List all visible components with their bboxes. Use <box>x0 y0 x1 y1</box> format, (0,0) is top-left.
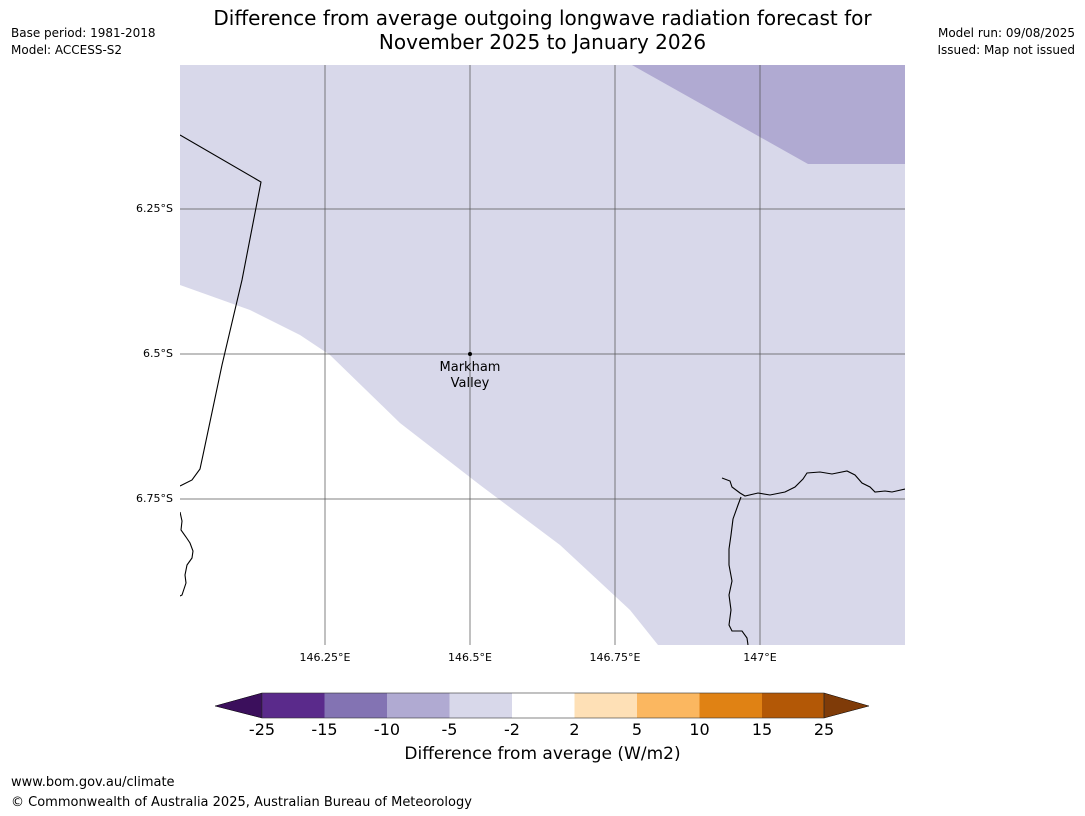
colorbar-bin <box>637 693 700 718</box>
colorbar-tick: 10 <box>689 720 710 739</box>
colorbar-outline <box>261 692 825 719</box>
model-run-text: Model run: 09/08/2025 <box>937 26 1075 40</box>
place-label-line-2: Valley <box>451 376 490 391</box>
coastlines <box>180 134 905 645</box>
colorbar-title: Difference from average (W/m2) <box>404 744 681 764</box>
title-line-1: Difference from average outgoing longwav… <box>213 6 872 30</box>
lat-label-6-5: 6.5°S <box>143 347 173 360</box>
region-minus-5-to-minus-10 <box>632 65 905 164</box>
copyright-text: © Commonwealth of Australia 2025, Austra… <box>11 795 472 810</box>
colorbar-tick: 5 <box>631 720 643 739</box>
colorbar-tick: -10 <box>373 720 401 739</box>
colorbar-bin <box>324 693 387 718</box>
colorbar-bin <box>449 693 512 718</box>
place-label-line-1: Markham <box>440 360 501 375</box>
colorbar-bin <box>512 693 575 718</box>
river-line <box>728 496 749 645</box>
lon-label-146-5: 146.5°E <box>448 651 492 664</box>
model-text: Model: ACCESS-S2 <box>11 43 123 57</box>
website-link[interactable]: www.bom.gov.au/climate <box>11 775 175 790</box>
border-line <box>180 134 262 487</box>
forecast-map[interactable]: Markham Valley <box>180 65 905 645</box>
colorbar <box>215 692 870 719</box>
colorbar-tick: -15 <box>311 720 338 739</box>
lon-label-146-75: 146.75°E <box>589 651 641 664</box>
region-minus-2-to-minus-5 <box>180 65 905 645</box>
colorbar-tick: -5 <box>441 720 458 739</box>
coastline-east <box>721 470 905 497</box>
metadata-left: Base period: 1981-2018 Model: ACCESS-S2 <box>11 25 156 59</box>
page-title: Difference from average outgoing longwav… <box>0 6 1085 54</box>
issued-text: Issued: Map not issued <box>937 43 1075 57</box>
colorbar-bin <box>387 693 450 718</box>
colorbar-bin <box>574 693 637 718</box>
lat-label-6-25: 6.25°S <box>136 202 173 215</box>
colorbar-dividers <box>261 692 825 719</box>
base-period-text: Base period: 1981-2018 <box>11 26 156 40</box>
markham-valley-marker[interactable] <box>468 352 472 356</box>
coastline-west <box>180 511 194 597</box>
colorbar-tick: 25 <box>813 720 835 739</box>
colorbar-tick: -2 <box>504 720 520 739</box>
colorbar-tick: 2 <box>569 720 580 739</box>
lon-label-146-25: 146.25°E <box>299 651 351 664</box>
metadata-right: Model run: 09/08/2025 Issued: Map not is… <box>937 25 1075 59</box>
colorbar-extend-above <box>823 692 870 719</box>
lat-label-6-75: 6.75°S <box>136 492 173 505</box>
colorbar-bin <box>762 693 824 718</box>
colorbar-bin <box>699 693 762 718</box>
lon-label-147: 147°E <box>743 651 777 664</box>
colorbar-tick: -25 <box>248 720 276 739</box>
colorbar-extend-below <box>215 692 263 719</box>
colorbar-bin <box>262 693 325 718</box>
title-line-2: November 2025 to January 2026 <box>378 30 707 54</box>
colorbar-tick: 15 <box>751 720 773 739</box>
